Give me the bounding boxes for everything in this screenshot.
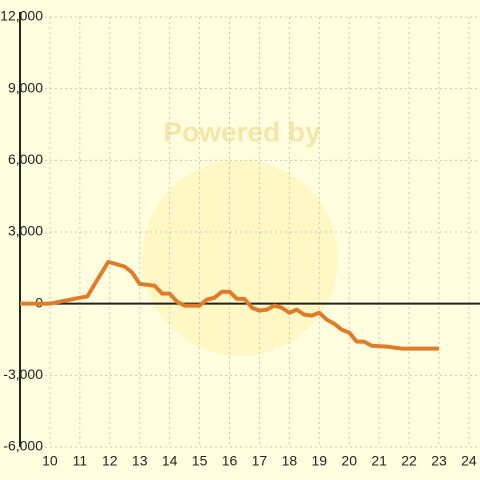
- x-tick-label: 13: [132, 453, 148, 469]
- y-tick-label: 9,000: [8, 79, 43, 95]
- x-tick-label: 10: [42, 453, 58, 469]
- y-tick-label: 12,000: [0, 8, 43, 24]
- watermark: Powered by: [163, 116, 321, 147]
- x-tick-label: 14: [162, 453, 178, 469]
- y-tick-label: -6,000: [3, 438, 43, 454]
- y-tick-label: -3,000: [3, 366, 43, 382]
- x-tick-label: 15: [192, 453, 208, 469]
- x-tick-label: 22: [401, 453, 417, 469]
- x-tick-label: 16: [222, 453, 238, 469]
- x-tick-label: 18: [282, 453, 298, 469]
- x-tick-label: 21: [371, 453, 387, 469]
- x-tick-label: 17: [252, 453, 268, 469]
- x-tick-label: 11: [73, 453, 88, 469]
- x-tick-label: 23: [431, 453, 447, 469]
- x-tick-label: 24: [461, 453, 477, 469]
- y-tick-label: 3,000: [8, 223, 43, 239]
- data-line: [20, 259, 439, 351]
- y-tick-label: 6,000: [8, 151, 43, 167]
- x-tick-label: 20: [341, 453, 357, 469]
- watermark-logo: [142, 160, 338, 356]
- x-tick-label: 12: [102, 453, 118, 469]
- x-tick-label: 19: [311, 453, 327, 469]
